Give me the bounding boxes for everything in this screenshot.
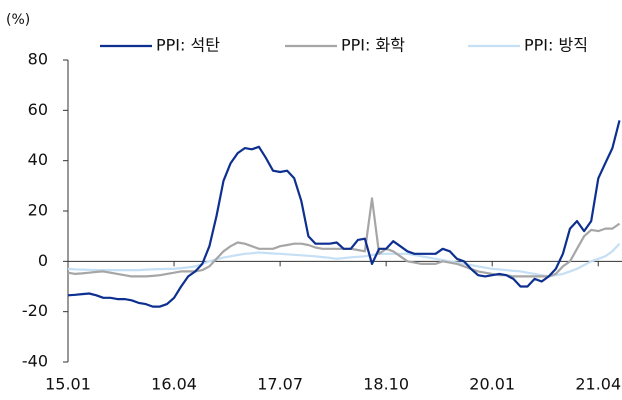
x-tick-label: 20.01 — [469, 375, 515, 394]
series-line — [67, 242, 621, 278]
x-tick-label: 17.07 — [257, 375, 303, 394]
x-tick-label: 16.04 — [151, 375, 197, 394]
legend-label: PPI: 석탄 — [156, 36, 220, 55]
legend-label: PPI: 방직 — [524, 36, 588, 55]
y-axis-label: (%) — [6, 12, 30, 28]
y-tick-label: -20 — [22, 301, 48, 320]
y-tick-label: 40 — [28, 150, 48, 169]
x-tick-label: 18.10 — [363, 375, 409, 394]
y-tick-label: 0 — [38, 251, 48, 270]
y-tick-label: -40 — [22, 352, 48, 371]
x-tick-label: 21.04 — [575, 375, 621, 394]
y-tick-label: 80 — [28, 50, 48, 69]
y-tick-label: 60 — [28, 100, 48, 119]
y-tick-label: 20 — [28, 201, 48, 220]
series-line — [67, 120, 621, 308]
legend-label: PPI: 화학 — [341, 36, 405, 55]
series-line — [67, 197, 621, 278]
x-tick-label: 15.01 — [45, 375, 91, 394]
